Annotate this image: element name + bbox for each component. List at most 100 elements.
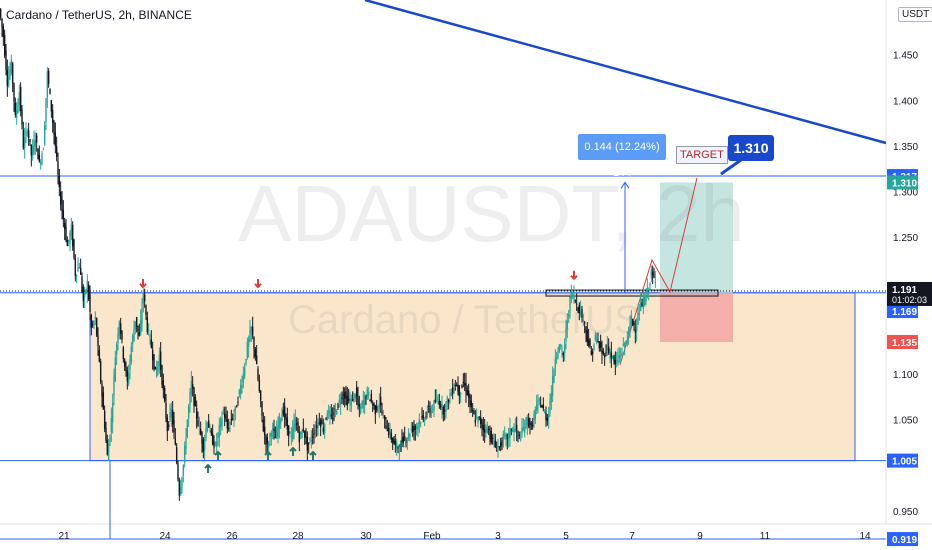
candle-body [615, 360, 618, 362]
candle-body [31, 145, 34, 156]
candle-body [254, 349, 257, 358]
candle-body [437, 401, 439, 403]
candle-body [75, 274, 78, 276]
candle-body [433, 400, 435, 411]
candle-body [83, 290, 86, 298]
candle-body [563, 344, 566, 353]
candle-body [186, 419, 189, 438]
measure-label: 0.144 (12.24%) 144 [578, 134, 666, 179]
candle-body [335, 410, 338, 415]
candle-body [371, 403, 374, 406]
candle-body [539, 405, 542, 408]
candle-body [195, 407, 198, 419]
candle-body [470, 400, 473, 408]
candle-body [287, 425, 290, 437]
candle-body [477, 416, 479, 423]
candle-body [463, 383, 466, 386]
candle-body [654, 281, 657, 283]
candle-body [561, 349, 563, 352]
candle-body [193, 387, 195, 406]
support-marker [204, 463, 212, 473]
target-label: TARGET [676, 146, 728, 164]
candle-body [422, 415, 425, 419]
candle-body [407, 432, 410, 439]
candle-body [53, 121, 55, 135]
candle-body [614, 359, 617, 365]
candle-body [631, 319, 634, 325]
candle-body [638, 313, 641, 315]
candle-body [85, 289, 87, 293]
candle-body [190, 380, 193, 395]
candle-body [415, 426, 418, 429]
candle-body [421, 415, 423, 418]
candle-body [546, 417, 549, 421]
candle-body [251, 326, 254, 336]
name-watermark: Cardano / TetherUS [288, 298, 641, 342]
candle-body [591, 351, 594, 355]
candle-body [578, 304, 581, 314]
time-tick-label: 14 [859, 531, 871, 542]
candle-body [110, 418, 113, 433]
candle-body [358, 403, 361, 407]
candle-body [390, 432, 393, 440]
candle-body [385, 425, 387, 429]
candle-body [617, 358, 619, 364]
candle-body [459, 392, 462, 395]
candle-body [611, 355, 614, 357]
candle-body [305, 436, 307, 439]
candle-body [411, 425, 414, 433]
candle-body [338, 399, 341, 402]
candle-body [202, 439, 205, 452]
candle-body [541, 405, 543, 408]
candle-body [511, 429, 514, 432]
candle-body [54, 132, 57, 146]
candle-body [302, 428, 305, 432]
currency-selector[interactable]: USDT [898, 7, 932, 22]
candle-body [517, 431, 519, 433]
candle-body [189, 391, 191, 406]
price-badge-label: 1.135 [892, 338, 917, 349]
candle-body [597, 341, 599, 343]
candle-body [150, 339, 153, 348]
candle-body [650, 269, 653, 279]
candle-body [478, 416, 481, 418]
candle-body [474, 419, 477, 423]
candle-body [94, 317, 97, 320]
candle-body [47, 70, 50, 84]
candle-body [131, 335, 134, 345]
candle-body [199, 428, 202, 435]
candle-body [269, 433, 271, 438]
candle-body [146, 317, 149, 333]
candle-body [289, 432, 291, 435]
candle-body [101, 384, 103, 397]
candle-body [458, 385, 461, 397]
candle-body [147, 330, 150, 333]
candle-body [330, 414, 333, 417]
candle-body [445, 402, 447, 412]
candle-body [265, 435, 267, 445]
candle-body [499, 442, 502, 447]
candle-body [514, 428, 517, 433]
candle-body [331, 418, 334, 420]
candle-body [465, 383, 467, 393]
candle-body [181, 477, 183, 488]
candle-body [207, 420, 210, 428]
candle-body [2, 26, 5, 38]
candle-body [535, 404, 538, 411]
candle-body [27, 130, 30, 138]
candle-body [166, 417, 169, 431]
candle-body [210, 430, 213, 435]
candle-body [327, 410, 330, 414]
candle-body [443, 409, 446, 412]
candle-body [509, 427, 511, 438]
candle-body [167, 424, 170, 428]
candle-body [386, 429, 389, 432]
candle-body [238, 389, 241, 395]
candle-body [29, 138, 31, 142]
candle-body [555, 356, 558, 359]
candle-body [337, 403, 339, 408]
candle-body [577, 308, 579, 312]
candle-body [79, 267, 82, 275]
candles [0, 7, 657, 501]
candle-body [510, 429, 513, 431]
